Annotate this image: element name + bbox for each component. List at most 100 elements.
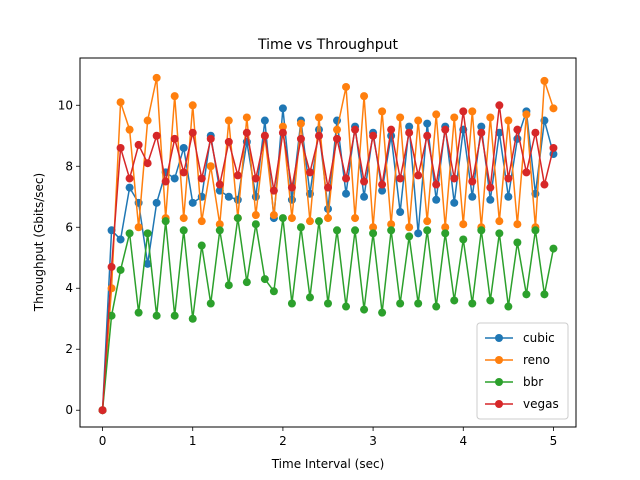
point-reno-21 <box>287 214 296 223</box>
point-reno-43 <box>486 113 495 122</box>
point-bbr-44 <box>495 229 504 238</box>
plot-area <box>98 73 558 415</box>
y-tick-label-6: 6 <box>65 220 73 234</box>
point-vegas-22 <box>296 134 305 143</box>
x-axis-label: Time Interval (sec) <box>271 457 385 471</box>
legend-label-cubic: cubic <box>523 331 555 345</box>
point-vegas-39 <box>450 174 459 183</box>
point-bbr-9 <box>179 226 188 235</box>
point-cubic-42 <box>477 122 486 131</box>
point-reno-22 <box>296 119 305 128</box>
point-bbr-41 <box>468 299 477 308</box>
point-vegas-50 <box>549 143 558 152</box>
point-bbr-47 <box>522 290 531 299</box>
point-vegas-27 <box>342 174 351 183</box>
y-tick-label-2: 2 <box>65 342 73 356</box>
point-vegas-3 <box>125 174 134 183</box>
point-vegas-0 <box>98 406 107 415</box>
point-reno-26 <box>333 125 342 134</box>
y-tick-label-10: 10 <box>58 98 73 112</box>
point-vegas-11 <box>197 174 206 183</box>
point-reno-2 <box>116 98 125 107</box>
point-cubic-2 <box>116 235 125 244</box>
point-bbr-16 <box>242 278 251 287</box>
point-vegas-8 <box>170 134 179 143</box>
plot-frame <box>79 57 577 428</box>
point-reno-8 <box>170 92 179 101</box>
point-vegas-26 <box>333 134 342 143</box>
point-cubic-15 <box>233 195 242 204</box>
point-cubic-35 <box>414 229 423 238</box>
point-vegas-15 <box>233 171 242 180</box>
point-bbr-19 <box>269 287 278 296</box>
point-bbr-3 <box>125 229 134 238</box>
point-bbr-43 <box>486 296 495 305</box>
point-bbr-22 <box>296 223 305 232</box>
point-vegas-21 <box>287 183 296 192</box>
point-bbr-28 <box>351 226 360 235</box>
point-vegas-35 <box>414 171 423 180</box>
point-bbr-24 <box>314 217 323 226</box>
point-vegas-46 <box>513 125 522 134</box>
point-vegas-12 <box>206 134 215 143</box>
point-cubic-20 <box>278 104 287 113</box>
point-vegas-40 <box>459 107 468 116</box>
point-vegas-5 <box>143 159 152 168</box>
point-bbr-37 <box>432 302 441 311</box>
point-vegas-44 <box>495 101 504 110</box>
point-bbr-18 <box>260 275 269 284</box>
point-reno-45 <box>504 116 513 125</box>
point-reno-9 <box>179 214 188 223</box>
legend-box <box>476 322 569 420</box>
point-reno-20 <box>278 122 287 131</box>
point-reno-40 <box>459 220 468 229</box>
point-reno-44 <box>495 217 504 226</box>
point-vegas-10 <box>188 128 197 137</box>
y-axis: 0 2 4 6 8 10 <box>58 98 80 417</box>
point-reno-4 <box>134 223 143 232</box>
point-vegas-28 <box>351 125 360 134</box>
point-cubic-27 <box>342 189 351 198</box>
point-bbr-10 <box>188 314 197 323</box>
point-reno-47 <box>522 110 531 119</box>
legend-marker-bbr <box>495 378 503 386</box>
point-reno-36 <box>423 217 432 226</box>
point-cubic-8 <box>170 174 179 183</box>
point-bbr-32 <box>387 226 396 235</box>
point-reno-38 <box>441 223 450 232</box>
x-tick-label-5: 5 <box>550 434 558 448</box>
legend-label-vegas: vegas <box>523 397 559 411</box>
point-bbr-14 <box>224 281 233 290</box>
point-bbr-15 <box>233 214 242 223</box>
point-cubic-43 <box>486 195 495 204</box>
series-vegas <box>98 101 558 415</box>
x-tick-label-0: 0 <box>99 434 107 448</box>
x-tick-label-4: 4 <box>459 434 467 448</box>
legend-label-reno: reno <box>523 353 550 367</box>
point-reno-39 <box>450 113 459 122</box>
point-bbr-45 <box>504 302 513 311</box>
chart-title: Time vs Throughput <box>257 37 399 53</box>
point-bbr-12 <box>206 299 215 308</box>
legend-label-bbr: bbr <box>523 375 543 389</box>
point-bbr-1 <box>107 311 116 320</box>
point-vegas-37 <box>432 180 441 189</box>
point-vegas-33 <box>396 174 405 183</box>
point-reno-12 <box>206 162 215 171</box>
legend-marker-reno <box>495 356 503 364</box>
point-reno-19 <box>269 211 278 220</box>
point-cubic-9 <box>179 143 188 152</box>
point-bbr-42 <box>477 226 486 235</box>
point-reno-14 <box>224 116 233 125</box>
point-vegas-38 <box>441 125 450 134</box>
point-vegas-2 <box>116 143 125 152</box>
point-reno-32 <box>387 220 396 229</box>
point-cubic-14 <box>224 192 233 201</box>
point-bbr-48 <box>531 226 540 235</box>
point-bbr-2 <box>116 265 125 274</box>
point-reno-50 <box>549 104 558 113</box>
point-cubic-41 <box>468 192 477 201</box>
point-reno-27 <box>342 82 351 91</box>
point-bbr-21 <box>287 299 296 308</box>
legend-item-reno: reno <box>485 353 550 367</box>
